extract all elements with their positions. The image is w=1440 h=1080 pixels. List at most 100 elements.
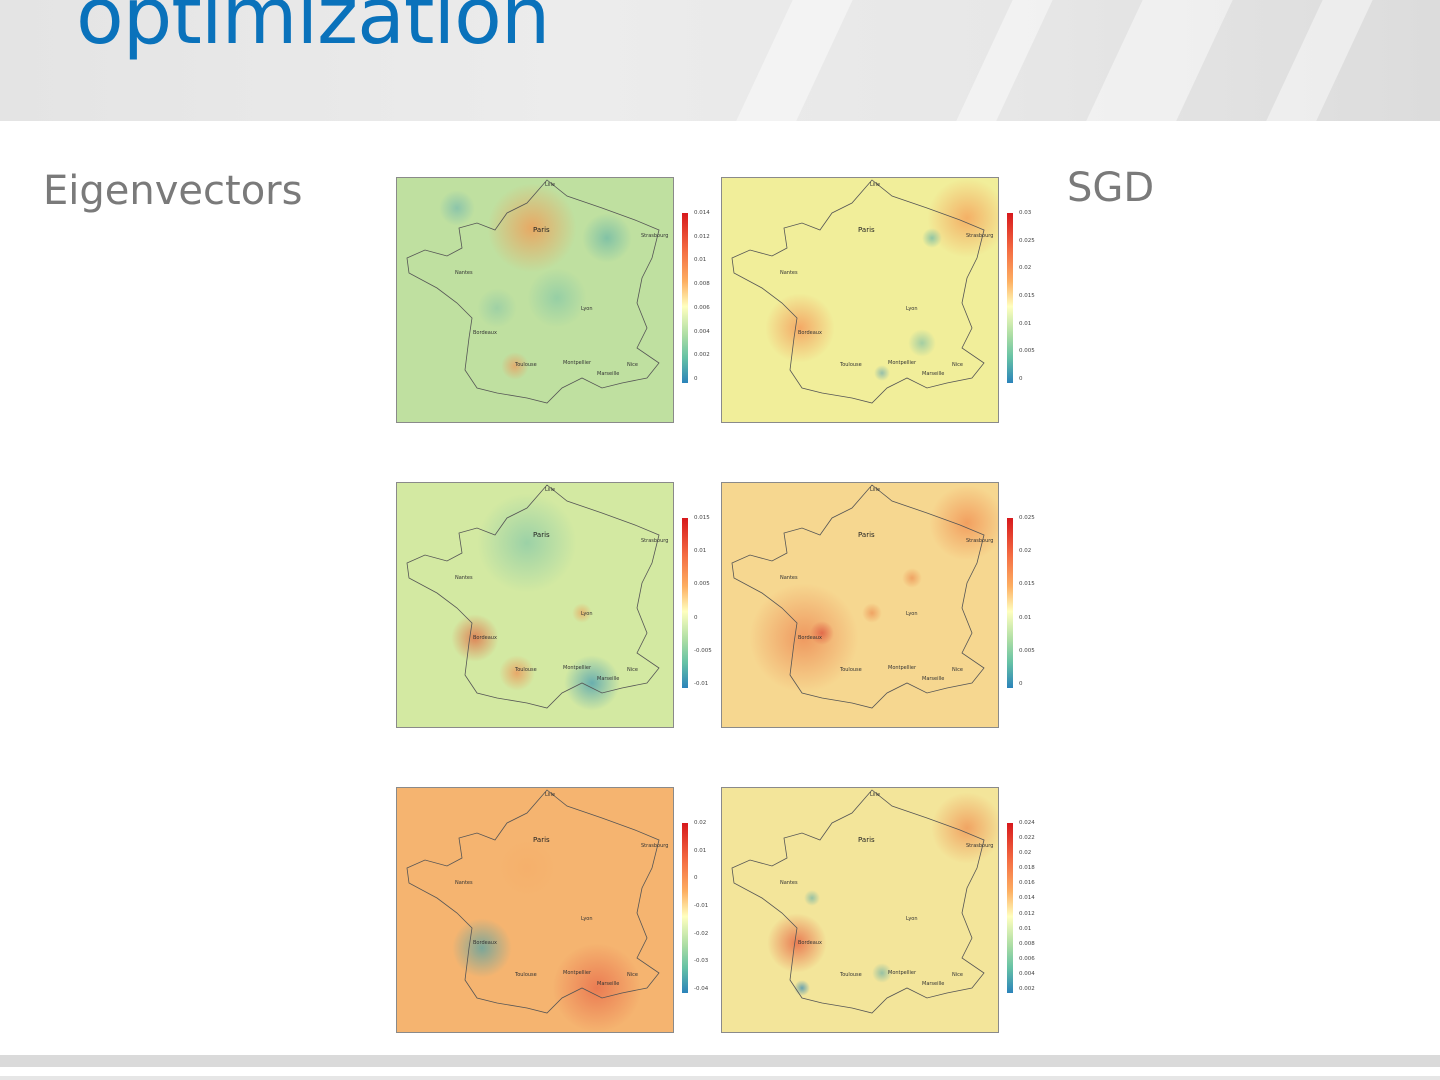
colorbar-tick-label: 0.02 <box>1019 850 1032 857</box>
heatmap-sgd-3: Lille Paris Strasbourg Nantes Lyon Bordeaux To… <box>721 787 999 1033</box>
heat-spot <box>749 583 859 693</box>
city-label-lyon: Lyon <box>906 916 918 922</box>
city-label-nantes: Nantes <box>780 880 798 886</box>
colorbar-tick-label: 0.012 <box>1019 910 1035 917</box>
heat-spot <box>929 485 998 561</box>
heat-spot <box>804 890 820 906</box>
colorbar-tick-label: 0.01 <box>1019 614 1032 621</box>
colorbar-tick-label: 0.025 <box>1019 237 1035 244</box>
colorbar-tick-label: 0.01 <box>1019 925 1032 932</box>
colorbar-tick-label: 0.015 <box>1019 293 1035 299</box>
city-label-toulouse: Toulouse <box>840 362 862 368</box>
map-panel-eigenvector-1: Lille Paris Strasbourg Nantes Lyon Bordeaux To… <box>396 177 722 425</box>
colorbar-tick-label: 0 <box>1019 681 1023 687</box>
colorbar-tick-label: 0.014 <box>694 210 710 216</box>
city-label-nice: Nice <box>952 972 963 978</box>
city-label-nantes: Nantes <box>455 880 473 886</box>
city-label-nantes: Nantes <box>455 270 473 276</box>
city-label-bordeaux: Bordeaux <box>798 635 822 641</box>
colorbar-tick-label: 0.01 <box>694 847 707 854</box>
colorbar-tick-label: 0 <box>694 376 698 382</box>
city-label-bordeaux: Bordeaux <box>473 635 497 641</box>
slide-title: optimization <box>76 0 550 62</box>
heat-spot <box>874 365 890 381</box>
map-panel-eigenvector-2: Lille Paris Strasbourg Nantes Lyon Bordeaux To… <box>396 482 722 730</box>
city-label-lille: Lille <box>545 792 556 798</box>
colorbar-tick-label: 0.004 <box>1019 970 1035 977</box>
colorbar <box>1007 213 1013 383</box>
colorbar-tick-label: 0.024 <box>1019 820 1035 826</box>
colorbar-tick-label: 0.03 <box>1019 210 1032 216</box>
colorbar <box>682 213 688 383</box>
heat-spot <box>582 213 632 263</box>
colorbar-tick-label: 0.016 <box>1019 880 1035 887</box>
header-decoration <box>938 0 1062 121</box>
country-border <box>406 179 660 404</box>
colorbar-tick-label: 0.01 <box>1019 320 1032 327</box>
city-label-marseille: Marseille <box>597 981 620 987</box>
colorbar-tick-label: 0.005 <box>1019 647 1035 654</box>
heatmap-eigenvector-2: Lille Paris Strasbourg Nantes Lyon Bordeaux To… <box>396 482 674 728</box>
colorbar-tick-label: 0.012 <box>694 233 710 240</box>
slide-header: optimization <box>0 0 1440 121</box>
colorbar <box>1007 823 1013 993</box>
heat-spot <box>931 792 998 864</box>
heatmap-eigenvector-3: Lille Paris Strasbourg Nantes Lyon Bordeaux To… <box>396 787 674 1033</box>
header-decoration <box>718 0 862 121</box>
map-panel-sgd-2: Lille Paris Strasbourg Nantes Lyon Bordeaux To… <box>721 482 1047 730</box>
france-outline <box>731 179 985 404</box>
colorbar-tick-label: 0.002 <box>1019 986 1035 992</box>
city-label-lyon: Lyon <box>581 611 593 617</box>
city-label-paris: Paris <box>533 531 550 539</box>
country-border <box>731 484 985 709</box>
heat-spot <box>810 621 834 645</box>
heat-spot <box>767 913 827 973</box>
colorbar-tick-label: -0.005 <box>694 647 712 654</box>
footer-line <box>0 1076 1440 1080</box>
colorbar <box>682 518 688 688</box>
heat-spot <box>908 329 936 357</box>
heat-spot <box>902 568 922 588</box>
city-label-strasbourg: Strasbourg <box>966 233 994 239</box>
colorbar-tick-label: 0.02 <box>694 820 707 826</box>
heat-spot <box>564 655 620 711</box>
heatmap-eigenvector-1: Lille Paris Strasbourg Nantes Lyon Bordeaux To… <box>396 177 674 423</box>
city-label-montpellier: Montpellier <box>888 665 917 671</box>
city-label-lille: Lille <box>870 792 881 798</box>
city-label-nantes: Nantes <box>780 575 798 581</box>
header-decoration <box>1068 0 1242 121</box>
city-label-strasbourg: Strasbourg <box>641 843 669 849</box>
colorbar-tick-label: 0.006 <box>694 304 710 311</box>
sgd-label: SGD <box>1067 165 1155 211</box>
city-label-toulouse: Toulouse <box>515 667 537 673</box>
france-outline <box>406 179 660 404</box>
colorbar-tick-label: 0.014 <box>1019 895 1035 902</box>
city-label-paris: Paris <box>858 836 875 844</box>
heat-spot <box>487 183 577 273</box>
colorbar-tick-label: 0.005 <box>694 581 710 588</box>
heatmap-sgd-2: Lille Paris Strasbourg Nantes Lyon Bordeaux To… <box>721 482 999 728</box>
country-border <box>731 179 985 404</box>
city-label-strasbourg: Strasbourg <box>966 843 994 849</box>
city-label-lille: Lille <box>545 487 556 493</box>
city-label-toulouse: Toulouse <box>515 362 537 368</box>
city-label-toulouse: Toulouse <box>515 972 537 978</box>
colorbar-tick-label: -0.03 <box>694 958 709 965</box>
colorbar-tick-label: 0.018 <box>1019 865 1035 872</box>
colorbar-tick-label: 0.015 <box>694 515 710 521</box>
colorbar-tick-label: 0.005 <box>1019 348 1035 355</box>
colorbar-tick-label: 0.01 <box>694 548 707 555</box>
colorbar-tick-label: -0.01 <box>694 903 709 909</box>
france-outline <box>731 484 985 709</box>
colorbar-tick-label: 0.02 <box>1019 548 1032 555</box>
map-panel-sgd-1: Lille Paris Strasbourg Nantes Lyon Bordeaux To… <box>721 177 1047 425</box>
city-label-lyon: Lyon <box>906 611 918 617</box>
city-label-nantes: Nantes <box>455 575 473 581</box>
colorbar-tick-label: 0.015 <box>1019 581 1035 588</box>
colorbar-tick-label: 0 <box>694 875 698 882</box>
heat-spot <box>439 190 475 226</box>
colorbar-tick-label: 0.006 <box>1019 955 1035 962</box>
heat-spot <box>477 288 517 328</box>
city-label-strasbourg: Strasbourg <box>641 538 669 544</box>
city-label-toulouse: Toulouse <box>840 972 862 978</box>
